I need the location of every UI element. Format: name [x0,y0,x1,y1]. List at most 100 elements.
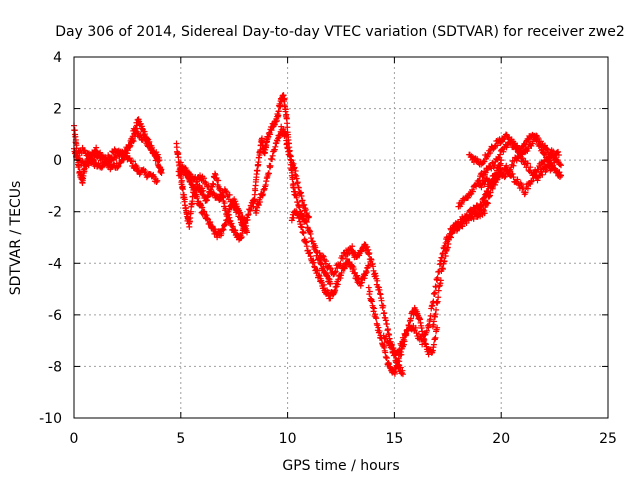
data-point [432,334,439,341]
data-point [97,149,104,156]
data-point [380,302,387,309]
data-point [458,201,465,208]
data-point [399,371,406,378]
data-point [113,155,120,162]
data-point [305,213,312,220]
data-point [396,358,403,365]
data-point [469,188,476,195]
data-point [301,201,308,208]
data-point [107,155,114,162]
data-points [71,92,565,378]
data-point [241,215,248,222]
data-point [396,346,403,353]
data-point [558,172,565,179]
data-point [366,250,373,257]
data-point [228,220,235,227]
data-point [357,282,364,289]
data-point [383,333,390,340]
data-point [522,189,529,196]
data-point [332,268,339,275]
data-point [154,151,161,158]
data-point [292,167,299,174]
data-point [225,211,232,218]
data-point [284,124,291,131]
data-point [130,138,137,145]
data-point [475,178,482,185]
data-point [470,215,477,222]
data-point [522,143,529,150]
data-point [229,201,236,208]
data-point [252,187,259,194]
y-tick-label: 2 [53,102,62,118]
data-point [383,321,390,328]
data-point [518,151,525,158]
data-point [441,258,448,265]
data-point [504,166,511,173]
data-point [499,172,506,179]
data-point [247,207,254,214]
data-point [371,305,378,312]
data-point [282,106,289,113]
data-point [114,164,121,171]
data-point [147,142,154,149]
data-point [201,175,208,182]
data-point [176,172,183,179]
data-point [493,177,500,184]
data-point [489,185,496,192]
chart-title: Day 306 of 2014, Sidereal Day-to-day VTE… [55,24,625,40]
x-tick-label: 15 [385,431,403,447]
data-point [366,288,373,295]
data-point [217,196,224,203]
data-point [517,147,524,154]
data-point [539,171,546,178]
data-point [539,146,546,153]
data-point [194,195,201,202]
data-point [430,318,437,325]
data-point [179,186,186,193]
data-point [504,166,511,173]
y-tick-label: -2 [48,205,62,221]
data-point [265,170,272,177]
data-point [267,162,274,169]
data-point [433,306,440,313]
data-point [530,175,537,182]
data-point [550,164,557,171]
data-point [134,122,141,129]
data-point [534,177,541,184]
data-point [130,158,137,165]
data-point [430,341,437,348]
data-point [158,170,165,177]
data-point [323,258,330,265]
data-point [524,147,531,154]
data-point [237,210,244,217]
data-point [398,351,405,358]
data-point [519,155,526,162]
data-point [544,146,551,153]
data-point [491,162,498,169]
data-point [291,164,298,171]
data-point [364,243,371,250]
y-axis-label: SDTVAR / TECUs [8,181,24,296]
data-point [395,347,402,354]
data-point [89,156,96,163]
x-axis-label: GPS time / hours [282,458,399,474]
data-point [484,188,491,195]
x-axis-ticks: 0 5 10 15 20 25 [70,57,617,447]
data-point [536,142,543,149]
data-point [281,96,288,103]
data-point [282,132,289,139]
data-point [533,137,540,144]
y-tick-label: 0 [53,153,62,169]
data-point [221,200,228,207]
data-point [529,172,536,179]
data-point [222,187,229,194]
data-point [500,169,507,176]
data-point [108,154,115,161]
data-point [374,277,381,284]
data-point [373,315,380,322]
y-tick-label: -4 [48,256,62,272]
data-point [153,178,160,185]
data-point [437,277,444,284]
data-point [431,289,438,296]
